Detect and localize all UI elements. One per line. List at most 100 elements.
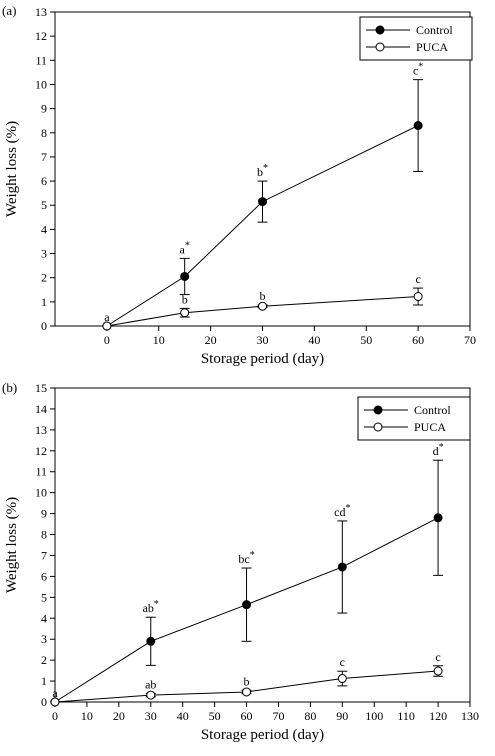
y-tick-label: 8: [41, 528, 47, 542]
y-tick-label: 0: [41, 319, 47, 333]
significance-label: b: [182, 292, 188, 306]
legend-marker: [373, 405, 383, 415]
x-tick-label: 70: [272, 709, 284, 723]
data-point: [337, 674, 347, 684]
x-tick-label: 80: [304, 709, 316, 723]
data-point: [180, 308, 190, 318]
legend-label: PUCA: [414, 420, 446, 434]
data-point: [413, 121, 423, 131]
y-tick-label: 12: [35, 444, 47, 458]
chart-panel-2: (b)0 10 20 30 40 50 60 70 80 90 100 110 120 130012345…: [2, 380, 479, 743]
y-tick-label: 8: [41, 126, 47, 140]
significance-label: d*: [433, 442, 444, 458]
y-axis-title: Weight loss (%): [4, 121, 20, 217]
data-point: [50, 697, 60, 707]
legend-marker: [375, 42, 385, 52]
significance-label: a: [52, 686, 58, 700]
y-tick-label: 6: [41, 174, 47, 188]
x-tick-label: 20: [205, 333, 217, 347]
data-point: [433, 666, 443, 676]
plot-frame: [54, 387, 471, 703]
legend-box: [359, 16, 473, 61]
data-point: [242, 687, 252, 697]
y-tick-label: 2: [41, 653, 47, 667]
x-tick-label: 40: [177, 709, 189, 723]
legend: Control PUCA: [359, 16, 473, 61]
legend: Control PUCA: [357, 396, 471, 441]
significance-label: ab*: [143, 599, 159, 615]
y-tick-label: 9: [41, 507, 47, 521]
y-tick-label: 3: [41, 632, 47, 646]
significance-label: b*: [257, 163, 268, 179]
data-point: [433, 513, 443, 523]
significance-label: c: [435, 650, 440, 664]
y-tick-label: 1: [41, 674, 47, 688]
legend-box: [357, 396, 471, 441]
x-tick-label: 30: [145, 709, 157, 723]
y-tick-label: 4: [41, 222, 47, 236]
legend-marker: [373, 422, 383, 432]
data-point: [146, 690, 156, 700]
data-point: [242, 600, 252, 610]
y-tick-label: 9: [41, 102, 47, 116]
y-tick-label: 15: [35, 381, 47, 395]
series-puca: b b c: [102, 272, 424, 331]
significance-label: b: [244, 674, 250, 688]
y-tick-label: 11: [35, 53, 47, 67]
legend-label: Control: [414, 403, 451, 417]
x-tick-label: 10: [81, 709, 93, 723]
y-tick-label: 7: [41, 548, 47, 562]
significance-label: bc*: [238, 550, 254, 566]
x-tick-label: 100: [365, 709, 383, 723]
series-line: [106, 296, 419, 327]
y-tick-label: 3: [41, 247, 47, 261]
x-tick-label: 50: [360, 333, 372, 347]
significance-label: c: [340, 655, 345, 669]
x-axis-title: Storage period (day): [201, 351, 324, 367]
y-tick-label: 13: [35, 5, 47, 19]
x-tick-label: 10: [153, 333, 165, 347]
x-tick-label: 90: [336, 709, 348, 723]
legend-label: Control: [416, 23, 453, 37]
y-tick-label: 12: [35, 29, 47, 43]
y-tick-label: 10: [35, 486, 47, 500]
significance-label: ab: [145, 677, 156, 691]
y-tick-label: 5: [41, 198, 47, 212]
y-tick-label: 5: [41, 590, 47, 604]
panel-label: (a): [2, 3, 16, 18]
y-tick-label: 4: [41, 611, 47, 625]
significance-label: b: [260, 289, 266, 303]
significance-label: cd*: [334, 503, 350, 519]
legend-marker: [375, 25, 385, 35]
chart-panel-1: (a)0 10 20 30 40 50 60 70012345678910111213Stor…: [2, 3, 476, 367]
data-point: [337, 562, 347, 572]
x-tick-label: 70: [464, 333, 476, 347]
x-tick-label: 0: [52, 709, 58, 723]
y-tick-label: 0: [41, 695, 47, 709]
y-tick-label: 14: [35, 402, 47, 416]
y-tick-label: 10: [35, 77, 47, 91]
y-tick-label: 6: [41, 569, 47, 583]
series-puca: ab b c c: [50, 650, 444, 707]
series-control: a ab* bc* cd* d*: [50, 442, 444, 707]
series-line: [106, 125, 419, 327]
y-tick-label: 7: [41, 150, 47, 164]
series-control: a a* b* c*: [102, 62, 423, 331]
x-tick-label: 50: [209, 709, 221, 723]
panel-label: (b): [2, 380, 17, 395]
legend-label: PUCA: [416, 40, 448, 54]
x-tick-label: 30: [257, 333, 269, 347]
data-point: [146, 636, 156, 646]
significance-label: a*: [180, 240, 190, 256]
y-axis-title: Weight loss (%): [4, 497, 20, 593]
x-tick-label: 60: [241, 709, 253, 723]
x-axis-title: Storage period (day): [201, 727, 324, 743]
y-tick-label: 1: [41, 295, 47, 309]
y-tick-label: 2: [41, 271, 47, 285]
x-tick-label: 130: [461, 709, 479, 723]
x-tick-label: 110: [397, 709, 415, 723]
x-tick-label: 40: [308, 333, 320, 347]
significance-label: a: [104, 310, 110, 324]
data-point: [413, 292, 423, 302]
